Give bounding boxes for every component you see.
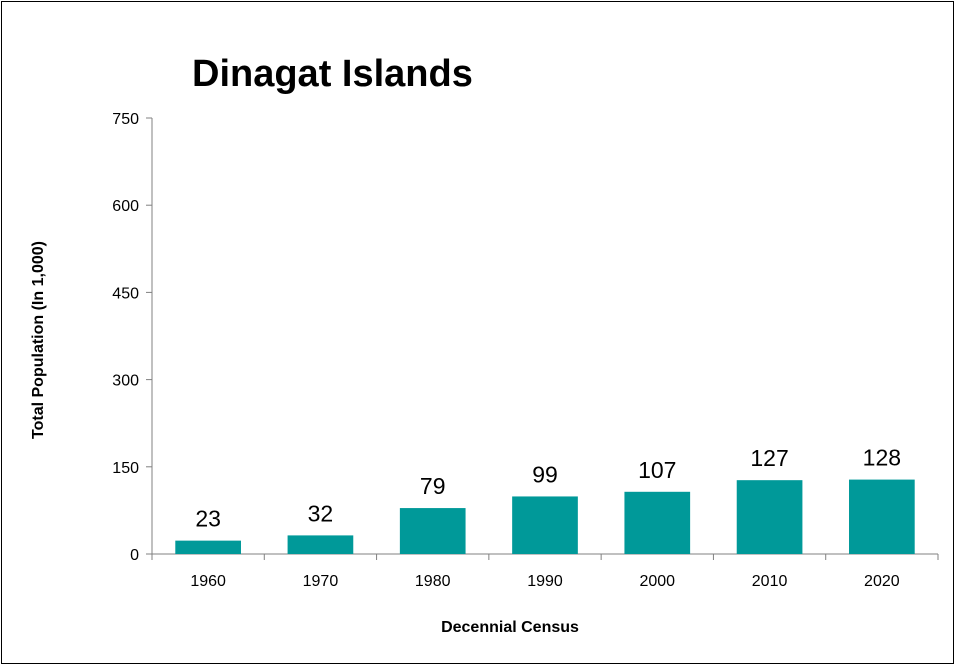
x-tick-label: 2020 (864, 573, 900, 590)
bar (287, 535, 354, 554)
y-tick-label: 450 (112, 285, 139, 302)
x-tick-label: 1970 (303, 573, 339, 590)
bar (512, 496, 578, 554)
data-labels: 23 32 79 99 107 127 128 (195, 445, 901, 532)
data-label: 107 (638, 457, 676, 483)
bar (175, 540, 241, 554)
data-label: 99 (532, 461, 558, 487)
x-axis-title: Decennial Census (441, 619, 579, 636)
x-axis: 1960 1970 1980 1990 2000 2010 2020 (151, 553, 939, 590)
data-label: 127 (750, 445, 788, 471)
bars (175, 479, 915, 554)
x-tick-label: 1990 (527, 573, 563, 590)
data-label: 32 (308, 500, 334, 526)
x-tick-label: 1980 (415, 573, 451, 590)
y-tick-label: 600 (112, 198, 139, 215)
bar (736, 480, 803, 554)
y-axis-title: Total Population (In 1,000) (30, 241, 47, 439)
data-label: 23 (195, 506, 221, 532)
x-tick-label: 1960 (190, 573, 226, 590)
y-tick-label: 300 (112, 373, 139, 390)
data-label: 79 (420, 473, 446, 499)
x-tick-label: 2000 (639, 573, 675, 590)
y-tick-label: 750 (112, 111, 139, 128)
y-axis: 0 150 300 450 600 750 (112, 111, 153, 564)
x-tick-label: 2010 (752, 573, 788, 590)
bar (399, 508, 466, 554)
chart-title: Dinagat Islands (192, 53, 473, 95)
data-label: 128 (863, 445, 901, 471)
y-tick-label: 0 (130, 547, 139, 564)
y-tick-label: 150 (112, 460, 139, 477)
bar (849, 479, 915, 554)
bar (624, 491, 691, 554)
